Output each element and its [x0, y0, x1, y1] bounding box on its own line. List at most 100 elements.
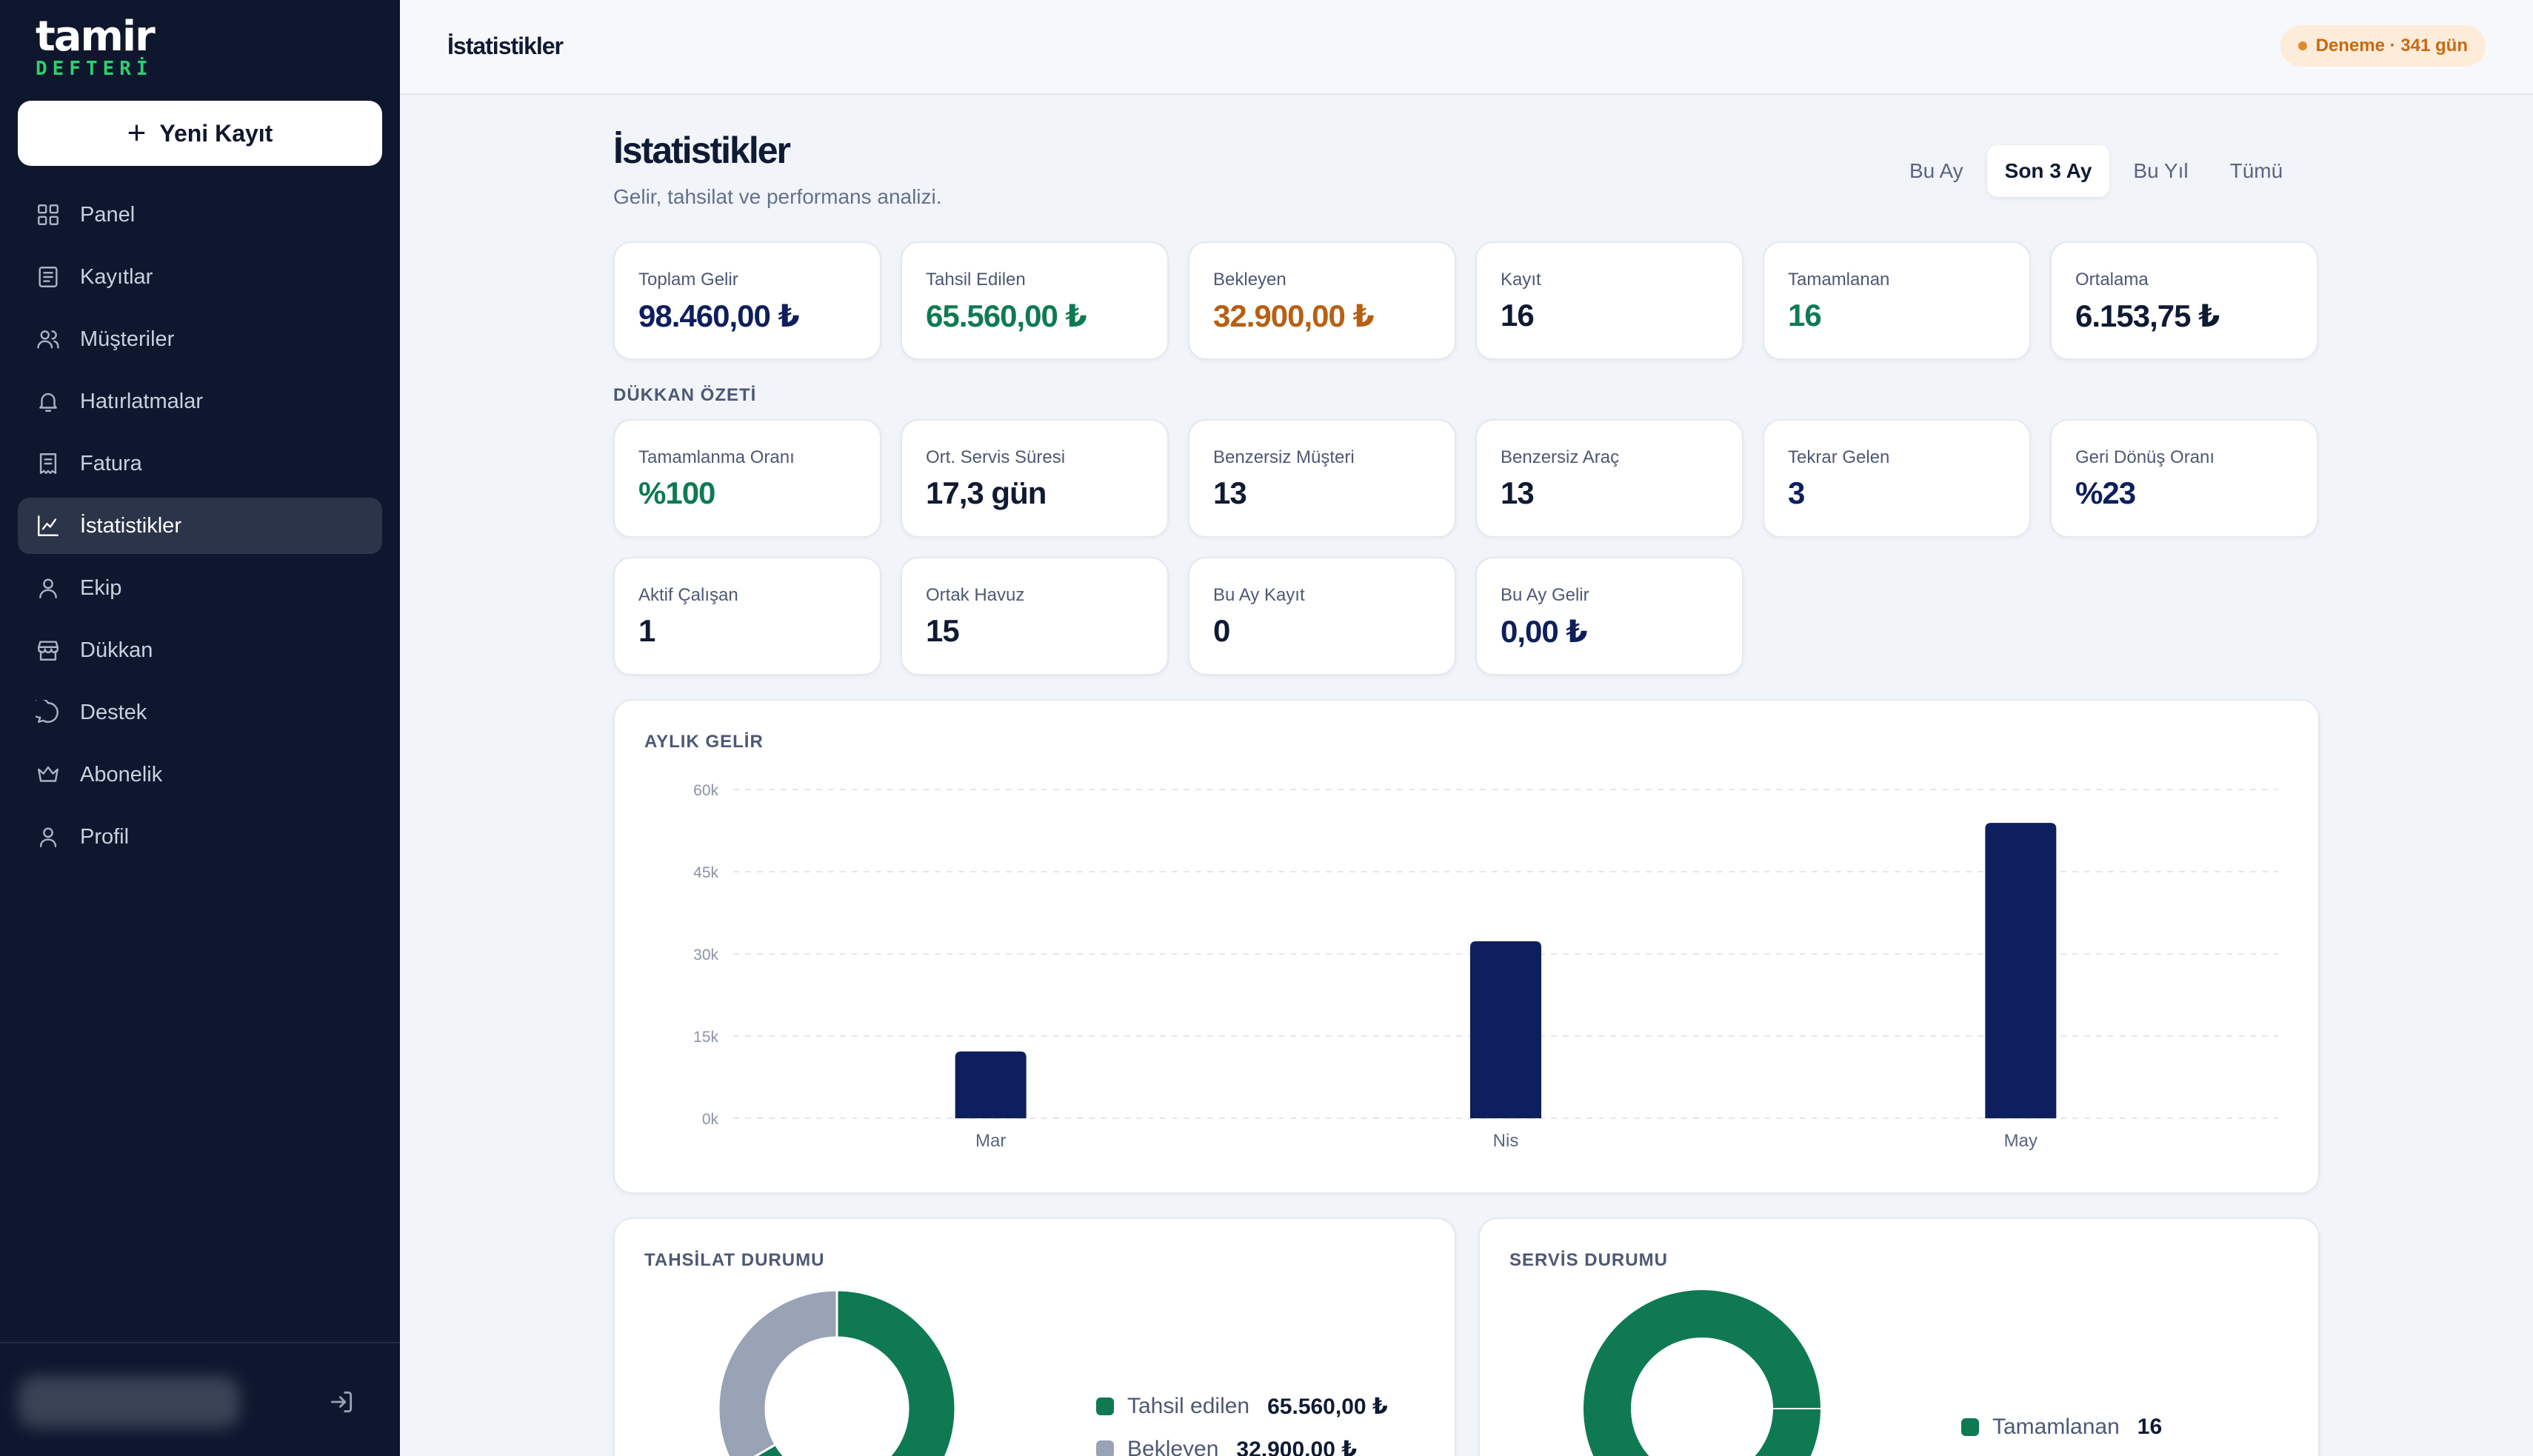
shop-icon [36, 638, 61, 663]
range-tab[interactable]: Bu Ay [1909, 159, 1963, 182]
sidebar-item-kayitlar[interactable]: Kayıtlar [18, 249, 382, 305]
user-account-blurred[interactable] [18, 1376, 240, 1428]
page-subtitle: Gelir, tahsilat ve performans analizi. [613, 185, 942, 208]
monthly-revenue-panel: AYLIK GELİR 0k 15k 30k 45k 60k Mar Nis May [613, 699, 2320, 1194]
sidebar-item-i-statistikler[interactable]: İstatistikler [18, 498, 382, 554]
stat-card-value: %100 [638, 475, 715, 510]
service-legend: Tamamlanan 16 [1961, 1415, 2163, 1439]
collection-status-title: TAHSİLAT DURUMU [644, 1250, 825, 1270]
stat-card-label: Aktif Çalışan [638, 585, 738, 605]
sidebar-item-label: İstatistikler [80, 513, 181, 538]
list-icon [36, 264, 61, 290]
sidebar-item-panel[interactable]: Panel [18, 187, 382, 243]
sidebar-item-label: Fatura [80, 451, 142, 475]
sidebar-item-dukkan[interactable]: Dükkan [18, 622, 382, 678]
sidebar-item-label: Abonelik [80, 762, 163, 787]
sidebar-item-label: Dükkan [80, 638, 153, 662]
stat-card: Bu Ay Gelir 0,00 ₺ [1475, 557, 1743, 675]
legend-swatch [1096, 1397, 1114, 1415]
stat-card-value: 65.560,00 ₺ [926, 298, 1087, 333]
legend-value: 65.560,00 ₺ [1267, 1394, 1388, 1419]
stat-card-label: Geri Dönüş Oranı [2075, 447, 2215, 467]
range-tab[interactable]: Son 3 Ay [1986, 145, 2110, 197]
logout-icon[interactable] [327, 1388, 356, 1416]
x-tick-label: Mar [975, 1131, 1006, 1151]
stat-card-label: Tamamlanma Oranı [638, 447, 795, 467]
trial-badge-label: Deneme · 341 gün [2315, 36, 2468, 56]
stat-card: Bu Ay Kayıt 0 [1188, 557, 1456, 675]
stat-card-label: Tahsil Edilen [926, 270, 1026, 290]
stat-card-value: 13 [1213, 475, 1247, 510]
range-tab[interactable]: Bu Yıl [2133, 159, 2189, 182]
invoice-icon [36, 451, 61, 476]
new-record-label: Yeni Kayıt [159, 119, 273, 147]
chat-icon [36, 700, 61, 725]
sidebar-item-label: Ekip [80, 575, 122, 600]
grid-icon [36, 202, 61, 227]
donut-slice[interactable] [1583, 1290, 1821, 1456]
service-status-title: SERVİS DURUMU [1509, 1250, 1668, 1270]
y-tick-label: 15k [693, 1029, 718, 1046]
donut-slice[interactable] [718, 1289, 838, 1456]
sidebar-item-hatirlatmalar[interactable]: Hatırlatmalar [18, 373, 382, 430]
service-status-panel: SERVİS DURUMU Tamamlanan 16 [1478, 1218, 2320, 1456]
new-record-button[interactable]: + Yeni Kayıt [18, 101, 382, 166]
donut-slice[interactable] [735, 1289, 957, 1456]
stat-card-label: Bu Ay Kayıt [1213, 585, 1305, 605]
monthly-revenue-title: AYLIK GELİR [644, 732, 764, 752]
sidebar-nav: Panel Kayıtlar Müşteriler Hatırlatmalar Fatu… [18, 187, 382, 871]
sidebar-item-destek[interactable]: Destek [18, 684, 382, 741]
legend-swatch [1096, 1440, 1114, 1456]
y-tick-label: 45k [693, 864, 718, 881]
x-tick-label: Nis [1493, 1131, 1519, 1151]
sidebar-item-abonelik[interactable]: Abonelik [18, 747, 382, 803]
stat-card-label: Ortak Havuz [926, 585, 1025, 605]
sidebar-item-ekip[interactable]: Ekip [18, 560, 382, 616]
sidebar-item-label: Müşteriler [80, 327, 175, 351]
stat-card: Geri Dönüş Oranı %23 [2050, 419, 2318, 538]
legend-item: Tahsil edilen 65.560,00 ₺ [1096, 1394, 1388, 1419]
app-logo[interactable]: tamir DEFTERİ [36, 16, 156, 81]
range-tab[interactable]: Tümü [2229, 159, 2283, 182]
legend-value: 16 [2137, 1415, 2163, 1439]
stat-card-label: Benzersiz Araç [1501, 447, 1620, 467]
stat-card: Kayıt 16 [1475, 241, 1743, 360]
bell-icon [36, 389, 61, 414]
legend-item: Bekleyen 32.900,00 ₺ [1096, 1437, 1388, 1456]
sidebar-item-musteriler[interactable]: Müşteriler [18, 311, 382, 367]
sidebar-footer [0, 1342, 400, 1456]
sidebar-item-fatura[interactable]: Fatura [18, 435, 382, 492]
stat-card-value: 16 [1501, 298, 1535, 333]
legend-label: Bekleyen [1127, 1437, 1219, 1456]
stat-card: Tamamlanan 16 [1763, 241, 2031, 360]
revenue-bar[interactable] [955, 1051, 1027, 1118]
trial-badge[interactable]: Deneme · 341 gün [2280, 25, 2486, 67]
sidebar-item-label: Destek [80, 700, 147, 724]
stat-card-label: Ortalama [2075, 270, 2149, 290]
sidebar-item-profil[interactable]: Profil [18, 809, 382, 865]
stat-card-value: 17,3 gün [926, 475, 1047, 510]
stat-card-value: 16 [1788, 298, 1822, 333]
legend-item: Tamamlanan 16 [1961, 1415, 2163, 1439]
profile-icon [36, 824, 61, 849]
date-range-tabs: Bu Ay Son 3 Ay Bu Yıl Tümü [1892, 145, 2300, 197]
crown-icon [36, 762, 61, 787]
sidebar-item-label: Hatırlatmalar [80, 389, 203, 413]
revenue-bar[interactable] [1985, 823, 2057, 1118]
stat-card: Aktif Çalışan 1 [613, 557, 881, 675]
y-tick-label: 0k [702, 1111, 719, 1128]
stat-card-value: 13 [1501, 475, 1535, 510]
plus-icon: + [127, 115, 147, 151]
person-icon [36, 575, 61, 601]
sidebar-item-label: Kayıtlar [80, 264, 153, 289]
stat-card: Ort. Servis Süresi 17,3 gün [901, 419, 1169, 538]
sidebar: tamir DEFTERİ + Yeni Kayıt Panel Kayıtlar… [0, 0, 400, 1456]
topbar-title: İstatistikler [447, 33, 564, 59]
collection-legend: Tahsil edilen 65.560,00 ₺ Bekleyen 32.900,0… [1096, 1394, 1388, 1456]
stat-card: Bekleyen 32.900,00 ₺ [1188, 241, 1456, 360]
users-icon [36, 327, 61, 352]
monthly-revenue-chart: 0k 15k 30k 45k 60k Mar Nis May [693, 782, 2278, 1151]
stat-card-value: 6.153,75 ₺ [2075, 298, 2220, 333]
stat-card-value: 32.900,00 ₺ [1213, 298, 1375, 333]
revenue-bar[interactable] [1470, 941, 1541, 1118]
